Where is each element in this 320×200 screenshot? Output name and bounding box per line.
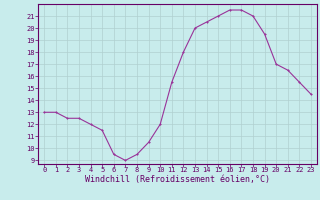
- X-axis label: Windchill (Refroidissement éolien,°C): Windchill (Refroidissement éolien,°C): [85, 175, 270, 184]
